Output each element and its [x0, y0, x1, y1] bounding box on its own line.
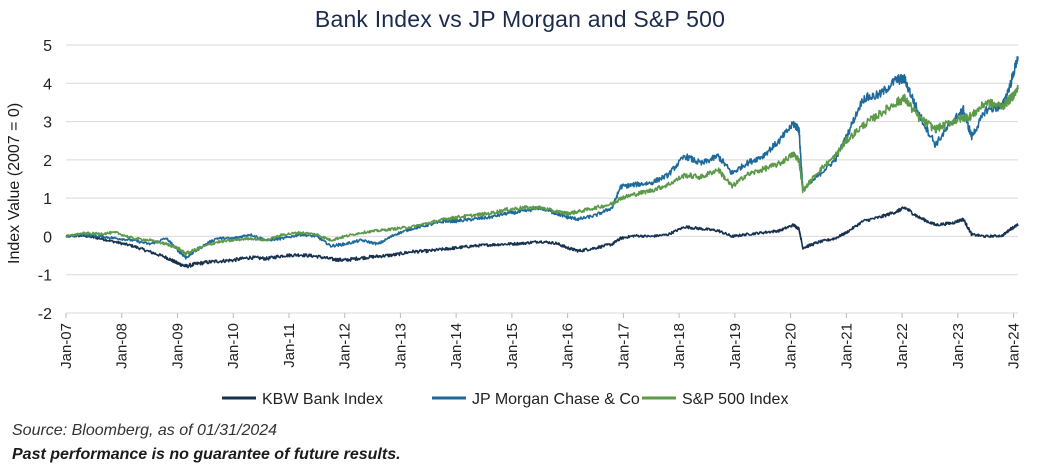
disclaimer: Past performance is no guarantee of futu… [12, 446, 401, 463]
x-tick-label: Jan-17 [615, 323, 632, 369]
x-tick-labels: Jan-07 Jan-08 Jan-09 Jan-10 Jan-11 Jan-12 Jan-… [58, 313, 1023, 369]
y-tick-label: 2 [43, 153, 52, 170]
y-tick-label: 5 [43, 38, 52, 55]
x-tick-label: Jan-09 [169, 323, 186, 369]
x-tick-label: Jan-07 [58, 323, 75, 369]
x-tick-label: Jan-12 [337, 323, 354, 369]
x-tick-label: Jan-22 [894, 323, 911, 369]
y-tick-label: 0 [43, 229, 52, 246]
series-line-0 [65, 206, 1019, 269]
x-tick-label: Jan-16 [560, 323, 577, 369]
x-tick-label: Jan-08 [114, 323, 131, 369]
y-tick-label: 4 [43, 76, 52, 93]
y-tick-label: -2 [38, 306, 52, 323]
legend-label: KBW Bank Index [262, 391, 383, 408]
y-tick-label: 3 [43, 115, 52, 132]
x-tick-label: Jan-23 [950, 323, 967, 369]
x-tick-label: Jan-19 [727, 323, 744, 369]
x-tick-label: Jan-13 [392, 323, 409, 369]
y-tick-label: -1 [38, 268, 52, 285]
legend: KBW Bank Index JP Morgan Chase & Co S&P 50… [222, 391, 788, 408]
y-tick-labels: -2 -1 0 1 2 3 4 5 [38, 38, 52, 323]
x-tick-label: Jan-11 [281, 323, 298, 368]
grid-lines [66, 44, 1018, 314]
x-tick-label: Jan-10 [225, 323, 242, 369]
x-tick-label: Jan-14 [448, 323, 465, 369]
x-tick-label: Jan-24 [1006, 323, 1023, 369]
series-lines [65, 56, 1019, 269]
legend-label: S&P 500 Index [682, 391, 788, 408]
x-tick-label: Jan-21 [838, 323, 855, 369]
series-line-1 [65, 56, 1019, 260]
source-note: Source: Bloomberg, as of 01/31/2024 [12, 422, 278, 439]
series-line-2 [65, 84, 1019, 256]
x-tick-label: Jan-20 [783, 323, 800, 369]
chart-title: Bank Index vs JP Morgan and S&P 500 [314, 6, 726, 32]
legend-label: JP Morgan Chase & Co [472, 391, 640, 408]
x-tick-label: Jan-15 [504, 323, 521, 369]
y-tick-label: 1 [43, 191, 52, 208]
x-tick-label: Jan-18 [671, 323, 688, 369]
